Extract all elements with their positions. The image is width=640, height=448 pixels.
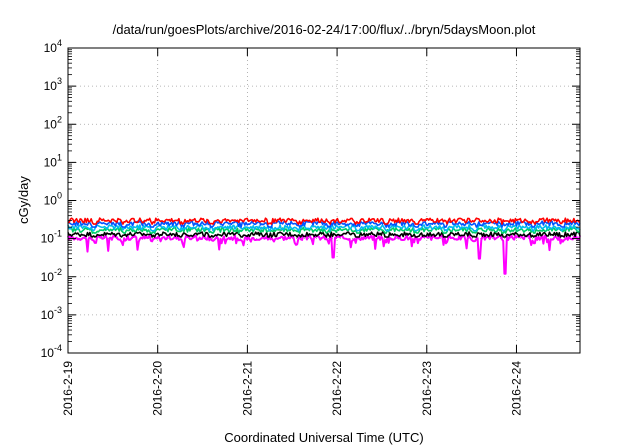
- series-line-4: [67, 224, 581, 232]
- axis-ticks: 10-4 10-3 10-2 10-1 100 101 102 103 104 2016-2-19…: [41, 38, 580, 416]
- y-axis-label: cGy/day: [16, 176, 31, 224]
- x-tick-label: 2016-2-20: [151, 361, 165, 416]
- y-tick-label: 10-3: [41, 305, 62, 322]
- x-tick-label: 2016-2-22: [330, 361, 344, 416]
- y-tick-label: 10-2: [41, 267, 62, 284]
- series-line-3: [67, 226, 581, 234]
- series-line-1: [67, 234, 581, 275]
- y-tick-label: 103: [44, 76, 62, 93]
- y-tick-label: 101: [44, 152, 62, 169]
- series-line-6: [67, 217, 581, 225]
- series-group: [67, 217, 581, 275]
- y-tick-label: 104: [44, 38, 62, 55]
- x-tick-label: 2016-2-19: [61, 361, 75, 416]
- x-tick-label: 2016-2-21: [240, 361, 254, 416]
- y-tick-label: 102: [44, 114, 62, 131]
- y-tick-label: 10-4: [41, 343, 62, 360]
- x-axis-label: Coordinated Universal Time (UTC): [224, 430, 423, 445]
- y-tick-label: 10-1: [41, 229, 62, 246]
- x-tick-label: 2016-2-23: [420, 361, 434, 416]
- chart-title: /data/run/goesPlots/archive/2016-02-24/1…: [113, 22, 536, 37]
- x-tick-label: 2016-2-24: [509, 361, 523, 416]
- y-tick-label: 100: [44, 191, 62, 208]
